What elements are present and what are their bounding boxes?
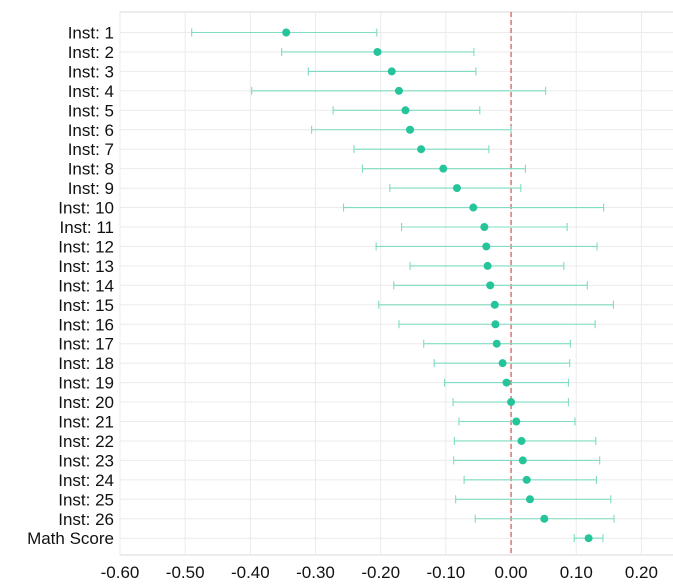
x-tick-label: -0.30 xyxy=(296,563,335,582)
estimate-point xyxy=(522,475,531,484)
estimate-point xyxy=(401,106,410,115)
x-tick-label: 0.20 xyxy=(625,563,658,582)
estimate-point xyxy=(498,359,507,368)
y-tick-label: Inst: 10 xyxy=(58,199,114,218)
point-layer xyxy=(282,28,593,543)
x-tick-labels: -0.60 -0.50 -0.40 -0.30 -0.20 -0.10 0.00 0.10 0.… xyxy=(101,563,658,582)
x-tick-label: -0.50 xyxy=(166,563,205,582)
estimate-point xyxy=(517,436,526,445)
y-tick-label: Math Score xyxy=(27,529,114,548)
plot-area xyxy=(119,11,673,556)
y-tick-label: Inst: 20 xyxy=(58,393,114,412)
y-tick-label: Inst: 19 xyxy=(58,374,114,393)
estimate-point xyxy=(439,164,448,173)
y-tick-label: Inst: 9 xyxy=(68,179,114,198)
y-tick-label: Inst: 6 xyxy=(68,121,114,140)
y-tick-label: Inst: 3 xyxy=(68,62,114,81)
estimate-point xyxy=(406,125,415,134)
estimate-point xyxy=(483,261,492,270)
y-tick-label: Inst: 18 xyxy=(58,354,114,373)
x-tick-label: -0.20 xyxy=(361,563,400,582)
y-tick-label: Inst: 16 xyxy=(58,315,114,334)
y-tick-label: Inst: 7 xyxy=(68,140,114,159)
y-tick-label: Inst: 26 xyxy=(58,510,114,529)
estimate-point xyxy=(469,203,478,212)
y-tick-label: Inst: 8 xyxy=(68,160,114,179)
y-tick-label: Inst: 21 xyxy=(58,413,114,432)
estimate-point xyxy=(387,67,396,76)
y-tick-label: Inst: 24 xyxy=(58,471,114,490)
y-tick-label: Inst: 15 xyxy=(58,296,114,315)
x-tick-label: -0.60 xyxy=(101,563,140,582)
x-tick-label: -0.10 xyxy=(427,563,466,582)
y-tick-label: Inst: 14 xyxy=(58,276,114,295)
y-tick-label: Inst: 25 xyxy=(58,490,114,509)
y-tick-label: Inst: 22 xyxy=(58,432,114,451)
y-tick-label: Inst: 5 xyxy=(68,101,114,120)
x-tick-label: -0.40 xyxy=(231,563,270,582)
estimate-point xyxy=(492,339,501,348)
estimate-point xyxy=(480,223,489,231)
y-tick-label: Inst: 17 xyxy=(58,335,114,354)
y-tick-label: Inst: 12 xyxy=(58,237,114,256)
y-tick-label: Inst: 11 xyxy=(60,218,115,237)
estimate-point xyxy=(540,514,549,523)
x-tick-label: 0.10 xyxy=(560,563,593,582)
x-tick-label: 0.00 xyxy=(495,563,528,582)
y-tick-label: Inst: 4 xyxy=(68,82,114,101)
estimate-point xyxy=(282,28,291,37)
estimate-point xyxy=(584,534,593,543)
estimate-point xyxy=(394,86,403,95)
estimate-point xyxy=(490,300,499,309)
estimate-point xyxy=(518,456,527,465)
estimate-point xyxy=(486,281,495,290)
y-tick-label: Inst: 2 xyxy=(68,43,114,62)
estimate-point xyxy=(482,242,491,251)
estimate-point xyxy=(491,320,500,329)
estimate-point xyxy=(525,495,534,504)
y-tick-label: Inst: 1 xyxy=(68,24,114,43)
estimate-point xyxy=(417,145,426,154)
estimate-point xyxy=(452,184,461,193)
y-tick-label: Inst: 13 xyxy=(58,257,114,276)
y-tick-label: Inst: 23 xyxy=(58,451,114,470)
estimate-point xyxy=(507,398,516,407)
estimate-point xyxy=(373,47,382,56)
estimate-point xyxy=(512,417,521,426)
estimate-point xyxy=(502,378,511,387)
